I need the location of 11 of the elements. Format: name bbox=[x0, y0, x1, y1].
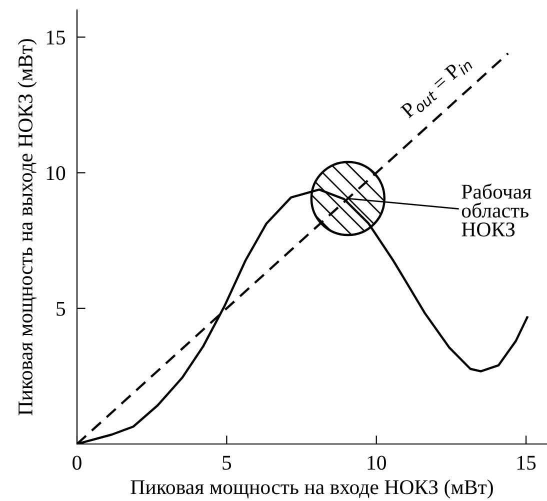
x-tick-label: 15 bbox=[517, 456, 536, 470]
x-tick-label: 0 bbox=[72, 456, 82, 470]
y-tick-label: 15 bbox=[46, 30, 66, 45]
y-tick-label: 5 bbox=[56, 302, 66, 316]
text: P$_{out}$ = P$_{in}$ bbox=[400, 54, 474, 122]
x-axis-title: Пиковая мощность на входе НОКЗ (мВт) bbox=[130, 480, 493, 498]
annotation: Рабочая область НОКЗ bbox=[462, 184, 532, 237]
x-tick-label: 10 bbox=[368, 456, 386, 470]
x-tick-label: 5 bbox=[222, 456, 232, 470]
y-axis-title: Пиковая мощность на выходе НОКЗ (мВт) bbox=[18, 39, 37, 416]
y-tick-label: 10 bbox=[46, 166, 66, 180]
